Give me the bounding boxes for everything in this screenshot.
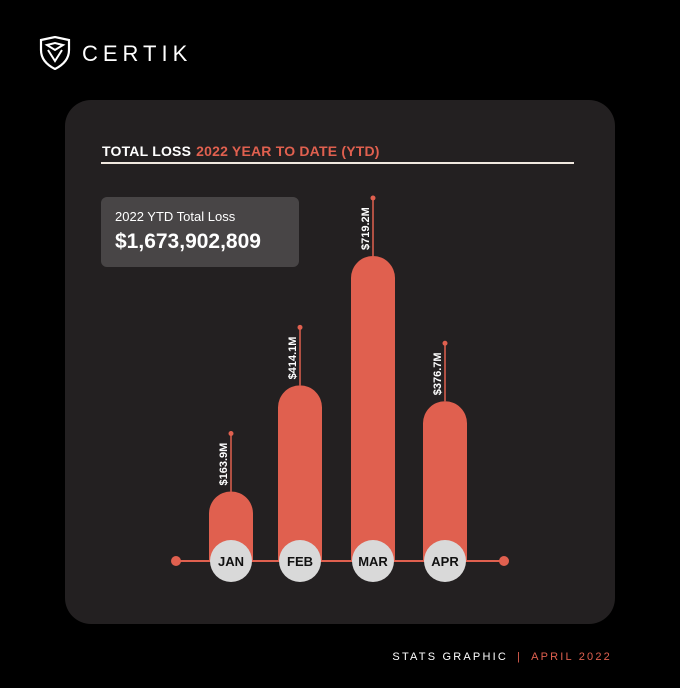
chart-card: TOTAL LOSS 2022 YEAR TO DATE (YTD) 2022 Y… bbox=[65, 100, 615, 624]
bar-feb bbox=[278, 385, 322, 561]
chart-header: TOTAL LOSS 2022 YEAR TO DATE (YTD) bbox=[102, 143, 380, 159]
certik-logo: CERTIK bbox=[38, 36, 198, 72]
axis-end-dot bbox=[499, 556, 509, 566]
month-label-mar: MAR bbox=[358, 554, 388, 569]
bar-mar bbox=[351, 256, 395, 561]
value-label-apr: $376.7M bbox=[432, 352, 444, 395]
bar-apr bbox=[423, 401, 467, 561]
ytd-summary-box: 2022 YTD Total Loss $1,673,902,809 bbox=[101, 197, 299, 267]
month-label-jan: JAN bbox=[218, 554, 244, 569]
header-divider bbox=[101, 162, 574, 164]
certik-shield-icon bbox=[39, 36, 71, 70]
axis-start-dot bbox=[171, 556, 181, 566]
pin-dot-apr bbox=[442, 340, 448, 346]
footer-stats-graphic: STATS GRAPHIC bbox=[392, 651, 509, 663]
footer-separator: | bbox=[517, 651, 523, 663]
pin-dot-jan bbox=[228, 430, 234, 436]
month-circle-jan bbox=[210, 540, 252, 582]
ytd-total-value: $1,673,902,809 bbox=[115, 230, 261, 253]
value-label-mar: $719.2M bbox=[360, 207, 372, 250]
month-circle-apr bbox=[424, 540, 466, 582]
pin-dot-mar bbox=[370, 195, 376, 201]
month-circle-mar bbox=[352, 540, 394, 582]
brand-name: CERTIK bbox=[82, 41, 193, 66]
month-circle-feb bbox=[279, 540, 321, 582]
ytd-label: 2022 YTD Total Loss bbox=[115, 209, 236, 224]
month-label-apr: APR bbox=[431, 554, 459, 569]
footer-date: APRIL 2022 bbox=[531, 651, 612, 663]
header-title: TOTAL LOSS bbox=[102, 143, 192, 159]
month-label-feb: FEB bbox=[287, 554, 313, 569]
value-label-jan: $163.9M bbox=[218, 443, 230, 486]
header-subtitle: 2022 YEAR TO DATE (YTD) bbox=[196, 143, 380, 159]
pin-dot-feb bbox=[297, 324, 303, 330]
value-label-feb: $414.1M bbox=[287, 337, 299, 380]
footer: STATS GRAPHIC | APRIL 2022 bbox=[392, 651, 612, 663]
